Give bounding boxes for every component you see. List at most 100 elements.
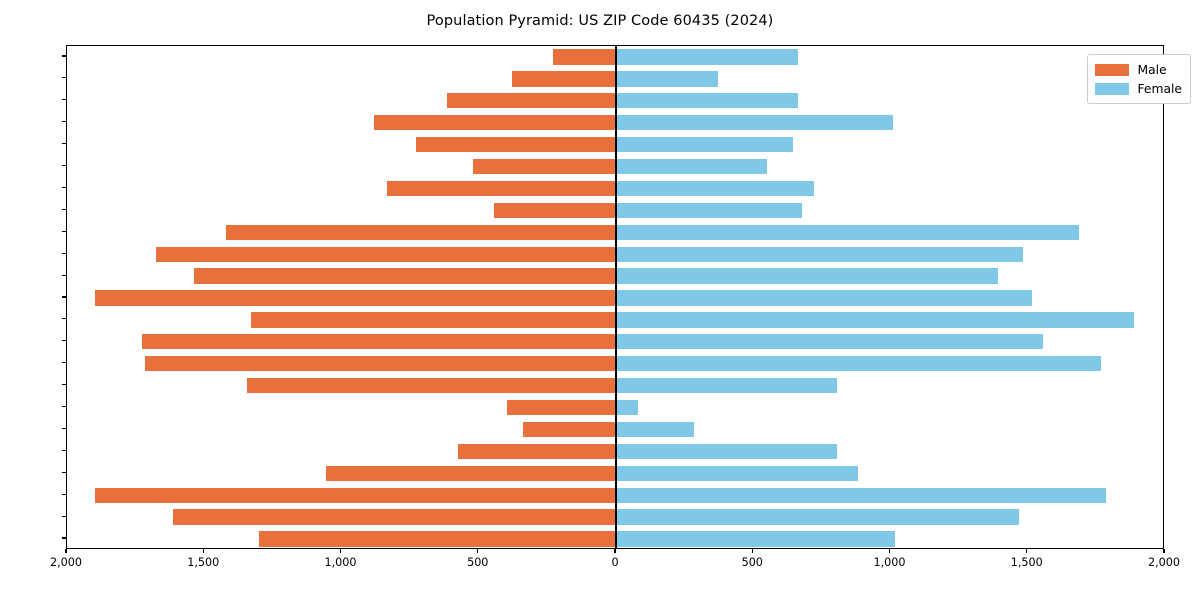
y-tick-mark xyxy=(62,99,66,101)
bar-male[interactable] xyxy=(415,136,616,153)
bar-female[interactable] xyxy=(616,93,798,109)
pyramid-row xyxy=(67,487,1163,503)
bar-male[interactable] xyxy=(447,93,616,109)
y-tick-mark xyxy=(62,55,66,57)
x-tick-label: 2,000 xyxy=(1147,556,1181,569)
bar-male[interactable] xyxy=(373,115,616,131)
bar-female[interactable] xyxy=(616,180,814,197)
pyramid-row xyxy=(67,49,1163,65)
x-tick-label: 1,000 xyxy=(324,556,357,569)
x-tick-mark xyxy=(65,549,67,553)
pyramid-row xyxy=(67,115,1163,131)
bar-male[interactable] xyxy=(494,202,616,218)
pyramid-row xyxy=(67,290,1163,306)
bar-female[interactable] xyxy=(616,465,858,481)
pyramid-row xyxy=(67,356,1163,372)
y-tick-mark xyxy=(62,77,66,79)
bar-male[interactable] xyxy=(155,246,616,262)
pyramid-row xyxy=(67,399,1163,416)
y-tick-mark xyxy=(62,296,66,298)
legend-entry-female[interactable]: Female xyxy=(1094,79,1182,98)
x-tick-label: 500 xyxy=(741,556,763,569)
bar-male[interactable] xyxy=(247,377,616,394)
bar-female[interactable] xyxy=(616,531,896,547)
x-tick-label: 1,500 xyxy=(187,556,220,569)
pyramid-row xyxy=(67,136,1163,153)
legend-label-male: Male xyxy=(1137,62,1167,77)
y-tick-mark xyxy=(62,143,66,145)
pyramid-row xyxy=(67,268,1163,284)
pyramid-row xyxy=(67,465,1163,481)
bar-male[interactable] xyxy=(522,421,616,438)
pyramid-row xyxy=(67,334,1163,350)
pyramid-row xyxy=(67,246,1163,262)
bar-male[interactable] xyxy=(553,49,616,65)
y-tick-mark xyxy=(62,449,66,451)
pyramid-row xyxy=(67,443,1163,460)
y-tick-mark xyxy=(62,186,66,188)
pyramid-row xyxy=(67,421,1163,438)
bar-female[interactable] xyxy=(616,115,893,131)
bar-female[interactable] xyxy=(616,487,1106,503)
x-tick-mark xyxy=(1163,549,1165,553)
bar-male[interactable] xyxy=(94,290,616,306)
bar-male[interactable] xyxy=(387,180,616,197)
bar-male[interactable] xyxy=(326,465,616,481)
bar-male[interactable] xyxy=(259,531,616,547)
bar-male[interactable] xyxy=(506,399,616,416)
y-tick-mark xyxy=(62,515,66,517)
bar-male[interactable] xyxy=(145,356,616,372)
y-tick-mark xyxy=(62,406,66,408)
bar-female[interactable] xyxy=(616,202,803,218)
y-tick-mark xyxy=(62,362,66,364)
x-tick-mark xyxy=(888,549,891,553)
bar-female[interactable] xyxy=(616,268,998,284)
bar-male[interactable] xyxy=(172,509,616,525)
y-tick-mark xyxy=(62,384,66,386)
x-tick-label: 500 xyxy=(467,556,489,569)
bar-female[interactable] xyxy=(616,224,1079,240)
bar-female[interactable] xyxy=(616,421,694,438)
bar-female[interactable] xyxy=(616,443,837,460)
bar-female[interactable] xyxy=(616,49,798,65)
legend-entry-male[interactable]: Male xyxy=(1094,60,1182,79)
bar-male[interactable] xyxy=(250,312,616,328)
bar-female[interactable] xyxy=(616,158,767,175)
x-tick-label: 1,000 xyxy=(873,556,906,569)
y-tick-mark xyxy=(62,230,66,232)
bar-female[interactable] xyxy=(616,377,837,394)
pyramid-row xyxy=(67,202,1163,218)
y-tick-mark xyxy=(62,318,66,320)
chart-legend: Male Female xyxy=(1086,54,1191,104)
bar-female[interactable] xyxy=(616,399,639,416)
bar-male[interactable] xyxy=(193,268,616,284)
pyramid-row xyxy=(67,180,1163,197)
x-tick-mark xyxy=(477,549,479,553)
bar-female[interactable] xyxy=(616,509,1019,525)
pyramid-row xyxy=(67,71,1163,87)
y-tick-mark xyxy=(62,121,66,123)
y-tick-mark xyxy=(62,208,66,210)
y-tick-mark xyxy=(62,427,66,430)
pyramid-row xyxy=(67,158,1163,175)
x-tick-mark xyxy=(614,549,616,553)
bar-male[interactable] xyxy=(142,334,616,350)
bar-female[interactable] xyxy=(616,312,1134,328)
bar-female[interactable] xyxy=(616,356,1101,372)
legend-swatch-female xyxy=(1094,82,1129,95)
bar-female[interactable] xyxy=(616,136,793,153)
y-tick-mark xyxy=(62,252,66,254)
bar-female[interactable] xyxy=(616,246,1024,262)
bar-female[interactable] xyxy=(616,71,718,87)
x-tick-mark xyxy=(751,549,753,553)
bar-male[interactable] xyxy=(226,224,616,240)
pyramid-row xyxy=(67,509,1163,525)
bar-female[interactable] xyxy=(616,334,1044,350)
bar-female[interactable] xyxy=(616,290,1032,306)
bar-male[interactable] xyxy=(457,443,616,460)
bar-male[interactable] xyxy=(472,158,616,175)
bar-male[interactable] xyxy=(94,487,616,503)
y-tick-mark xyxy=(62,164,66,167)
bar-male[interactable] xyxy=(511,71,616,87)
pyramid-row xyxy=(67,377,1163,394)
